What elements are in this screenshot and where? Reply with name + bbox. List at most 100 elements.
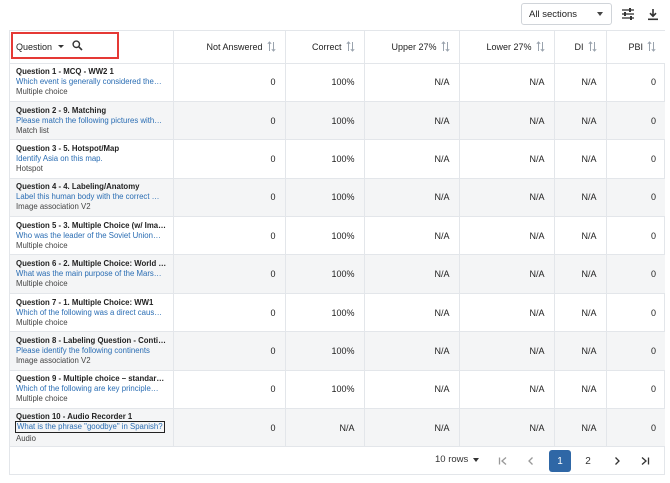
pbi-cell: 0 [606,293,665,333]
table-row: Question 8 - Labeling Question - Contine… [10,331,665,371]
sort-icon[interactable] [647,41,656,52]
lower-cell: N/A [459,408,555,448]
correct-cell: 100% [285,178,365,218]
sort-icon[interactable] [440,41,450,52]
pbi-cell: 0 [606,63,665,102]
chevron-right-icon [615,457,620,465]
question-header-highlight [11,32,119,60]
question-cell: Question 7 - 1. Multiple Choice: WW1 Whic… [10,293,174,333]
not-answered-cell: 0 [173,331,286,371]
question-title: Question 7 - 1. Multiple Choice: WW1 [16,297,154,307]
question-prompt-link[interactable]: Identify Asia on this map. [16,153,103,163]
question-cell: Question 8 - Labeling Question - Contine… [10,331,174,371]
lower-cell: N/A [459,331,555,371]
download-button[interactable] [643,4,663,24]
not-answered-cell: 0 [173,293,286,333]
page-2-button[interactable]: 2 [585,455,591,467]
sort-icon[interactable] [266,41,276,52]
item-analysis-table: Question Not Answered Correct Upper 27% … [9,30,665,475]
question-prompt-link[interactable]: Label this human body with the correct … [16,192,160,202]
not-answered-cell: 0 [173,408,286,448]
upper-cell: N/A [364,139,460,179]
question-prompt-link[interactable]: Please identify the following continents [16,345,150,355]
search-icon[interactable] [72,40,83,53]
toolbar: All sections [0,0,670,30]
question-type: Multiple choice [16,240,68,250]
column-di-label: DI [574,41,584,52]
column-question[interactable]: Question [10,31,174,64]
not-answered-cell: 0 [173,101,286,141]
sort-icon[interactable] [587,41,597,52]
correct-cell: 100% [285,216,365,256]
sort-icon[interactable] [345,41,355,52]
column-upper[interactable]: Upper 27% [364,31,460,64]
question-type: Hotspot [16,163,43,173]
previous-page-button[interactable] [520,450,542,472]
column-pbi-label: PBI [628,41,643,52]
question-cell: Question 2 - 9. Matching Please match the… [10,101,174,141]
column-upper-label: Upper 27% [391,41,437,52]
last-page-button[interactable] [634,450,656,472]
first-page-icon [498,457,507,465]
question-cell: Question 1 - MCQ - WW2 1 Which event is g… [10,63,174,102]
sections-select[interactable]: All sections [521,3,612,25]
sliders-icon [622,8,634,20]
question-type: Audio [16,433,36,443]
table-row: Question 4 - 4. Labeling/Anatomy Label th… [10,178,665,218]
question-type: Image association V2 [16,202,91,212]
di-cell: N/A [554,331,607,371]
upper-cell: N/A [364,63,460,102]
question-type: Multiple choice [16,87,68,97]
rows-per-page-select[interactable]: 10 rows [435,454,480,465]
upper-cell: N/A [364,293,460,333]
first-page-button[interactable] [492,450,514,472]
question-prompt-link[interactable]: Which of the following was a direct caus… [16,307,163,317]
question-cell: Question 10 - Audio Recorder 1 What is th… [10,408,174,448]
di-cell: N/A [554,254,607,294]
table-row: Question 3 - 5. Hotspot/Map Identify Asia… [10,139,665,179]
sort-icon[interactable] [535,41,545,52]
pbi-cell: 0 [606,139,665,179]
column-correct-label: Correct [311,41,342,52]
column-not-answered[interactable]: Not Answered [173,31,286,64]
next-page-button[interactable] [606,450,628,472]
question-prompt-link[interactable]: What was the main purpose of the Mars… [16,269,162,279]
upper-cell: N/A [364,101,460,141]
pbi-cell: 0 [606,101,665,141]
table-row: Question 2 - 9. Matching Please match the… [10,101,665,141]
question-prompt-link[interactable]: Which event is generally considered the… [16,77,162,87]
question-prompt-link[interactable]: Which of the following are key principle… [16,384,159,394]
question-prompt-link[interactable]: Who was the leader of the Soviet Union… [16,230,161,240]
column-lower[interactable]: Lower 27% [459,31,555,64]
question-title: Question 3 - 5. Hotspot/Map [16,143,120,153]
question-title: Question 4 - 4. Labeling/Anatomy [16,182,140,192]
question-cell: Question 4 - 4. Labeling/Anatomy Label th… [10,178,174,218]
table-row: Question 10 - Audio Recorder 1 What is th… [10,408,665,448]
question-type: Match list [16,125,49,135]
question-title: Question 2 - 9. Matching [16,105,107,115]
last-page-icon [641,457,650,465]
chevron-down-icon[interactable] [58,45,64,49]
correct-cell: 100% [285,63,365,102]
correct-cell: 100% [285,139,365,179]
column-not-answered-label: Not Answered [206,41,263,52]
chevron-left-icon [528,457,533,465]
question-title: Question 8 - Labeling Question - Contine… [16,335,167,345]
question-cell: Question 6 - 2. Multiple Choice: World W… [10,254,174,294]
question-prompt-link[interactable]: What is the phrase "goodbye" in Spanish? [15,421,165,433]
not-answered-cell: 0 [173,254,286,294]
filters-button[interactable] [618,4,638,24]
not-answered-cell: 0 [173,63,286,102]
question-prompt-link[interactable]: Please match the following pictures with… [16,115,163,125]
column-correct[interactable]: Correct [285,31,365,64]
question-cell: Question 9 - Multiple choice – standard … [10,370,174,410]
upper-cell: N/A [364,254,460,294]
table-row: Question 6 - 2. Multiple Choice: World W… [10,254,665,294]
column-pbi[interactable]: PBI [606,31,665,64]
di-cell: N/A [554,293,607,333]
table-row: Question 9 - Multiple choice – standard … [10,370,665,410]
column-di[interactable]: DI [554,31,607,64]
page-1-button[interactable]: 1 [549,450,571,472]
lower-cell: N/A [459,216,555,256]
chevron-down-icon [597,12,603,16]
